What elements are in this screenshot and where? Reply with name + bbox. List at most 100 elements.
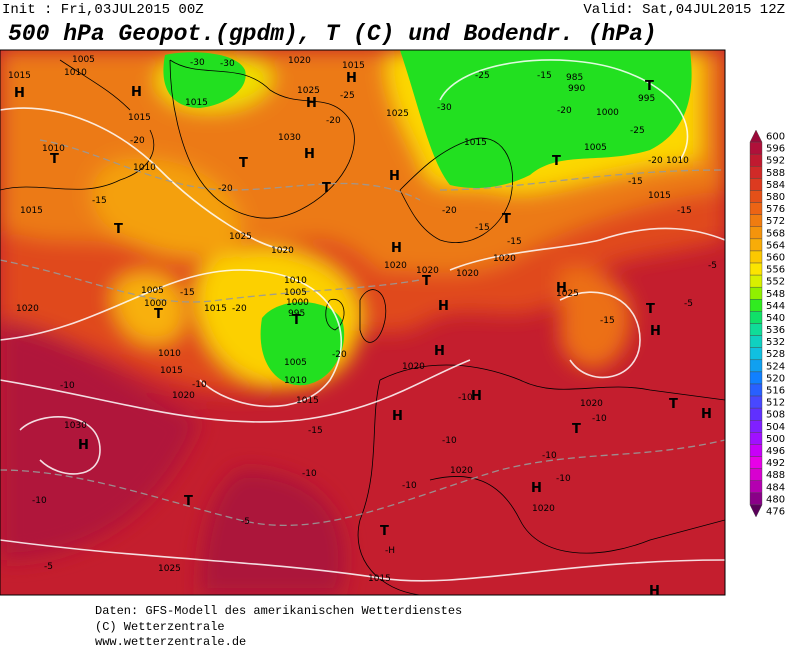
contour-label: -15	[180, 288, 195, 298]
colorbar-label: 572	[766, 216, 785, 227]
contour-label: 1030	[278, 133, 301, 143]
pressure-center-label: T	[184, 494, 193, 509]
contour-label: 1015	[128, 113, 151, 123]
pressure-center-label: H	[556, 281, 567, 296]
colorbar-label: 592	[766, 156, 785, 167]
pressure-center-label: T	[552, 154, 561, 169]
colorbar-swatch	[749, 407, 763, 421]
contour-label: -25	[630, 126, 645, 136]
contour-label: 1015	[296, 396, 319, 406]
colorbar-label: 476	[766, 506, 785, 517]
contour-label: 1020	[172, 391, 195, 401]
contour-label: 1025	[556, 289, 579, 299]
map-title: 500 hPa Geopot.(gpdm), T (C) und Bodendr…	[8, 21, 657, 47]
colorbar-swatch	[749, 335, 763, 348]
pressure-center-label: H	[650, 324, 661, 339]
colorbar-swatch	[749, 359, 763, 373]
contour-label: -20	[332, 350, 347, 360]
contour-label: -15	[628, 177, 643, 187]
colorbar-label: 480	[766, 494, 785, 505]
colorbar-label: 580	[766, 192, 785, 203]
pressure-center-label: T	[422, 274, 431, 289]
pressure-center-label: T	[239, 156, 248, 171]
contour-label: -30	[220, 59, 235, 69]
pressure-center-label: T	[50, 152, 59, 167]
contour-label: 1015	[185, 98, 208, 108]
pressure-center-label: T	[669, 397, 678, 412]
pressure-center-label: T	[154, 307, 163, 322]
pressure-center-label: T	[502, 212, 511, 227]
contour-label: 1000	[144, 299, 167, 309]
colorbar-label: 600	[766, 132, 785, 143]
contour-label: -15	[537, 71, 552, 81]
contour-label: -20	[648, 156, 663, 166]
contour-label: -5	[44, 562, 53, 572]
pressure-center-label: H	[391, 241, 402, 256]
pressure-center-label: H	[438, 299, 449, 314]
contour-label: -15	[507, 237, 522, 247]
contour-label: 1010	[666, 156, 689, 166]
contour-label: 1020	[288, 56, 311, 66]
colorbar-swatch	[749, 238, 763, 252]
contour-label: -20	[442, 206, 457, 216]
contour-label: 1025	[386, 109, 409, 119]
contour-label: 1020	[402, 362, 425, 372]
contour-label: 1015	[648, 191, 671, 201]
colorbar-label: 524	[766, 361, 785, 372]
colorbar-label: 584	[766, 180, 785, 191]
footer-copyright: (C) Wetterzentrale	[95, 620, 225, 634]
pressure-center-label: H	[131, 85, 142, 100]
pressure-center-label: T	[322, 181, 331, 196]
contour-label: -30	[437, 103, 452, 113]
colorbar-swatch	[749, 432, 763, 445]
colorbar-label: 560	[766, 252, 785, 263]
pressure-center-label: H	[78, 438, 89, 453]
contour-label: -10	[556, 474, 571, 484]
colorbar-label: 500	[766, 434, 785, 445]
contour-label: -25	[340, 91, 355, 101]
colorbar-label: 552	[766, 277, 785, 288]
pressure-center-label: H	[389, 169, 400, 184]
contour-label: 1020	[416, 266, 439, 276]
contour-label: -10	[592, 414, 607, 424]
contour-label: 1000	[596, 108, 619, 118]
contour-label: -15	[677, 206, 692, 216]
pressure-center-label: H	[531, 481, 542, 496]
contour-label: 1015	[20, 206, 43, 216]
init-time: Init : Fri,03JUL2015 00Z	[2, 2, 204, 18]
contour-label: -H	[385, 546, 395, 556]
contour-label: 1015	[342, 61, 365, 71]
colorbar-swatch	[749, 190, 763, 203]
colorbar-swatch	[749, 420, 763, 433]
colorbar-swatch	[749, 456, 763, 469]
contour-label: 1010	[158, 349, 181, 359]
pressure-center-label: H	[649, 584, 660, 599]
contour-label: -10	[458, 393, 473, 403]
colorbar-label: 576	[766, 204, 785, 215]
colorbar-label: 544	[766, 301, 785, 312]
colorbar-swatch	[749, 274, 763, 288]
colorbar-label: 540	[766, 313, 785, 324]
contour-label: -10	[32, 496, 47, 506]
pressure-center-label: H	[306, 96, 317, 111]
colorbar-swatch	[749, 468, 763, 481]
colorbar-swatch	[749, 153, 763, 167]
contour-label: 1020	[532, 504, 555, 514]
colorbar-label: 548	[766, 289, 785, 300]
contour-label: 1015	[8, 71, 31, 81]
contour-label: 1020	[456, 269, 479, 279]
colorbar-swatch	[749, 202, 763, 215]
colorbar-swatch	[749, 480, 763, 494]
pressure-center-label: T	[292, 313, 301, 328]
contour-label: -15	[600, 316, 615, 326]
contour-label: 1025	[158, 564, 181, 574]
colorbar-swatch	[749, 311, 763, 324]
colorbar-swatch	[749, 383, 763, 397]
contour-label: 1020	[16, 304, 39, 314]
pressure-center-label: T	[380, 524, 389, 539]
contour-label: 1015	[160, 366, 183, 376]
contour-label: 1020	[450, 466, 473, 476]
colorbar-label: 556	[766, 265, 785, 276]
